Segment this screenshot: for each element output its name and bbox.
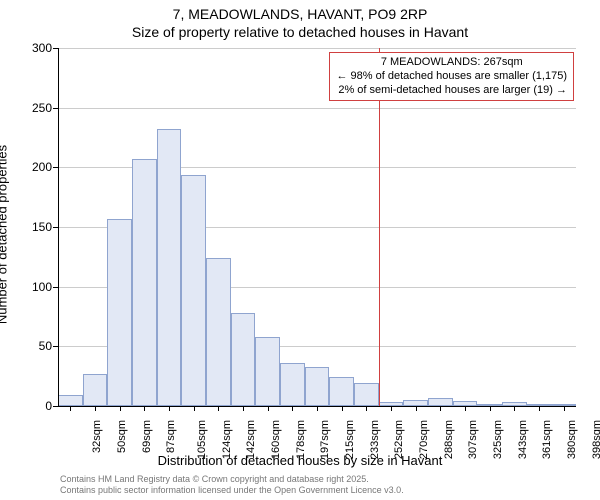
footnote-2: Contains public sector information licen… — [60, 485, 404, 495]
histogram-bar — [132, 159, 157, 406]
x-tick-label: 398sqm — [591, 420, 600, 459]
annotation-line: ← 98% of detached houses are smaller (1,… — [336, 70, 567, 84]
chart-title-main: 7, MEADOWLANDS, HAVANT, PO9 2RP — [0, 6, 600, 22]
x-tick-label: 178sqm — [295, 420, 307, 459]
y-tick-label: 200 — [12, 160, 52, 174]
plot-area — [58, 48, 576, 406]
annotation-line: 7 MEADOWLANDS: 267sqm — [336, 56, 567, 70]
histogram-bar — [255, 337, 280, 406]
histogram-bar — [231, 313, 256, 406]
annotation-box: 7 MEADOWLANDS: 267sqm← 98% of detached h… — [329, 52, 574, 101]
histogram-bar — [305, 367, 330, 406]
marker-line — [379, 48, 380, 406]
x-tick-label: 124sqm — [221, 420, 233, 459]
chart-container: 7, MEADOWLANDS, HAVANT, PO9 2RP Size of … — [0, 0, 600, 500]
y-axis-line — [58, 48, 59, 406]
y-tick-label: 100 — [12, 280, 52, 294]
histogram-bar — [83, 374, 108, 406]
x-tick-label: 233sqm — [369, 420, 381, 459]
x-tick-label: 361sqm — [541, 420, 553, 459]
x-tick-label: 105sqm — [196, 420, 208, 459]
x-tick-label: 288sqm — [443, 420, 455, 459]
y-tick-label: 0 — [12, 399, 52, 413]
chart-title-sub: Size of property relative to detached ho… — [0, 24, 600, 40]
x-tick-label: 215sqm — [344, 420, 356, 459]
histogram-bar — [58, 395, 83, 406]
x-tick-label: 343sqm — [517, 420, 529, 459]
y-axis-label: Number of detached properties — [0, 145, 10, 324]
histogram-bar — [428, 398, 453, 406]
histogram-bar — [181, 175, 206, 407]
x-axis-line — [58, 406, 576, 407]
x-tick-label: 32sqm — [91, 420, 103, 453]
x-tick-label: 270sqm — [418, 420, 430, 459]
grid-line — [58, 48, 576, 49]
x-tick-label: 142sqm — [245, 420, 257, 459]
y-tick-label: 300 — [12, 41, 52, 55]
y-tick-label: 250 — [12, 101, 52, 115]
x-tick-label: 87sqm — [165, 420, 177, 453]
x-tick-label: 380sqm — [566, 420, 578, 459]
histogram-bar — [206, 258, 231, 406]
histogram-bar — [354, 383, 379, 406]
x-tick-label: 307sqm — [467, 420, 479, 459]
x-tick-label: 50sqm — [116, 420, 128, 453]
annotation-line: 2% of semi-detached houses are larger (1… — [336, 84, 567, 98]
y-tick-label: 50 — [12, 339, 52, 353]
grid-line — [58, 108, 576, 109]
histogram-bar — [107, 219, 132, 406]
x-tick-label: 160sqm — [270, 420, 282, 459]
y-tick-label: 150 — [12, 220, 52, 234]
footnote-1: Contains HM Land Registry data © Crown c… — [60, 474, 369, 484]
x-tick-label: 197sqm — [319, 420, 331, 459]
x-tick-label: 69sqm — [141, 420, 153, 453]
histogram-bar — [329, 377, 354, 406]
x-tick-label: 325sqm — [492, 420, 504, 459]
histogram-bar — [157, 129, 182, 406]
histogram-bar — [280, 363, 305, 406]
x-tick-label: 252sqm — [393, 420, 405, 459]
